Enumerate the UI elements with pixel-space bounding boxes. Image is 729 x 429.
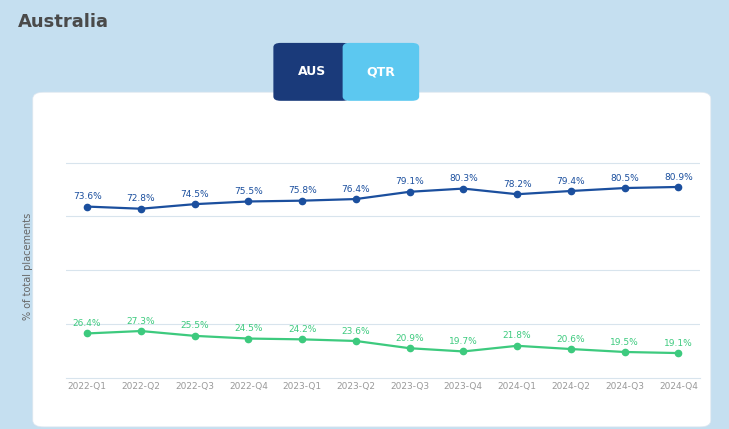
Text: 21.8%: 21.8% xyxy=(503,332,531,341)
Text: 24.5%: 24.5% xyxy=(234,324,262,333)
Text: AUS: AUS xyxy=(297,65,326,79)
Text: 25.5%: 25.5% xyxy=(180,321,209,330)
Text: 26.4%: 26.4% xyxy=(73,319,101,328)
Text: 75.8%: 75.8% xyxy=(288,186,316,195)
Text: 74.5%: 74.5% xyxy=(180,190,209,199)
Text: 20.9%: 20.9% xyxy=(395,334,424,343)
Text: 73.6%: 73.6% xyxy=(73,192,101,201)
Text: 75.5%: 75.5% xyxy=(234,187,262,196)
Text: 80.5%: 80.5% xyxy=(610,174,639,183)
Text: 19.7%: 19.7% xyxy=(449,337,477,346)
Text: QTR: QTR xyxy=(367,65,395,79)
FancyBboxPatch shape xyxy=(273,43,350,101)
Text: 23.6%: 23.6% xyxy=(342,326,370,335)
Text: 20.6%: 20.6% xyxy=(556,335,585,344)
Text: 80.9%: 80.9% xyxy=(664,172,693,181)
Text: 19.5%: 19.5% xyxy=(610,338,639,347)
FancyBboxPatch shape xyxy=(343,43,419,101)
Text: 76.4%: 76.4% xyxy=(342,184,370,193)
Text: 79.1%: 79.1% xyxy=(395,178,424,187)
Text: 19.1%: 19.1% xyxy=(664,338,693,347)
Text: 72.8%: 72.8% xyxy=(127,194,155,203)
Text: Australia: Australia xyxy=(18,13,109,31)
Text: 27.3%: 27.3% xyxy=(127,317,155,326)
Text: 24.2%: 24.2% xyxy=(288,325,316,334)
Text: 79.4%: 79.4% xyxy=(556,177,585,186)
Text: 78.2%: 78.2% xyxy=(503,180,531,189)
Text: 80.3%: 80.3% xyxy=(449,174,477,183)
Text: % of total placements: % of total placements xyxy=(23,212,33,320)
FancyBboxPatch shape xyxy=(33,92,711,427)
